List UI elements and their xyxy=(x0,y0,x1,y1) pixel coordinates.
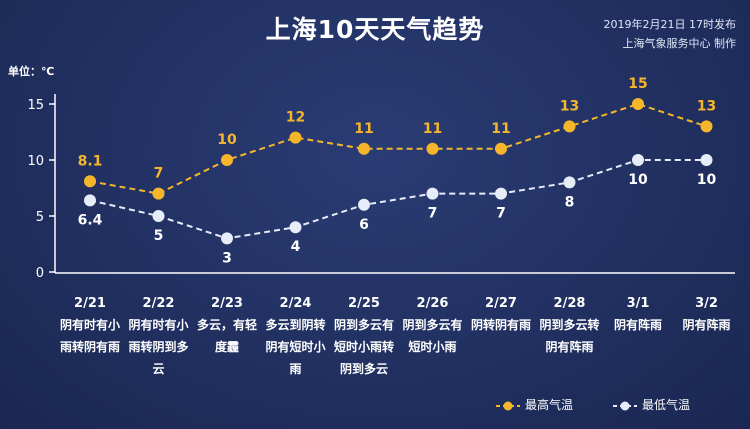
low-temperature-line xyxy=(89,159,707,240)
low-value-label: 3 xyxy=(222,250,232,266)
day-column: 3/2 阴有阵雨 xyxy=(674,296,740,336)
x-tick-label: 2/28 xyxy=(553,296,586,311)
high-point xyxy=(632,98,644,110)
low-point xyxy=(563,176,576,189)
x-tick-label: 3/2 xyxy=(695,296,718,311)
low-value-label: 5 xyxy=(154,228,164,244)
legend-low: 最低气温 xyxy=(612,396,690,413)
day-column: 2/26 阴到多云有短时小雨 xyxy=(400,296,466,358)
weather-description: 阴有阵雨 xyxy=(682,318,731,332)
legend-low-marker xyxy=(613,401,637,410)
high-point xyxy=(358,142,370,155)
legend-low-label: 最低气温 xyxy=(642,398,691,412)
weather-description: 阴有时有小雨转阴有雨 xyxy=(59,318,120,354)
unit-label: 单位：℃ xyxy=(8,65,55,78)
high-point xyxy=(426,142,439,155)
legend-high: 最高气温 xyxy=(495,396,573,413)
weather-description: 阴有时有小雨转阴到多云 xyxy=(128,318,189,376)
high-value-label: 7 xyxy=(154,166,164,182)
high-value-label: 11 xyxy=(354,121,373,137)
high-point xyxy=(495,142,507,155)
publish-time: 2019年2月21日 17时发布 xyxy=(603,18,736,31)
weather-description: 阴到多云有短时小雨 xyxy=(402,318,463,354)
day-column: 2/23 多云，有轻度霾 xyxy=(194,296,260,358)
high-value-label: 12 xyxy=(286,110,305,126)
low-value-label: 6 xyxy=(359,217,369,233)
legend-high-label: 最高气温 xyxy=(525,398,574,412)
day-column: 2/28 阴到多云转阴有阵雨 xyxy=(537,296,603,358)
weather-description: 多云到阴转阴有短时小雨 xyxy=(265,318,326,376)
x-tick-label: 2/26 xyxy=(416,296,449,311)
legend-high-marker xyxy=(496,401,520,410)
low-value-label: 10 xyxy=(697,172,717,188)
weather-description: 阴转阴有雨 xyxy=(470,318,531,332)
x-tick-label: 2/22 xyxy=(142,296,175,311)
high-value-label: 8.1 xyxy=(78,153,103,169)
day-column: 2/22 阴有时有小雨转阴到多云 xyxy=(126,296,192,380)
low-point xyxy=(221,232,233,245)
day-column: 2/24 多云到阴转阴有短时小雨 xyxy=(263,296,329,380)
high-value-label: 13 xyxy=(697,98,716,114)
low-value-label: 10 xyxy=(628,172,648,188)
high-point xyxy=(700,120,713,133)
x-tick-label: 2/24 xyxy=(279,296,312,311)
low-value-label: 7 xyxy=(496,206,506,222)
y-tick-label: 10 xyxy=(27,154,44,169)
weather-description: 阴到多云有短时小雨转阴到多云 xyxy=(333,318,394,376)
high-point xyxy=(289,131,302,144)
day-column: 2/25 阴到多云有短时小雨转阴到多云 xyxy=(331,296,397,380)
weather-description: 阴有阵雨 xyxy=(613,318,662,332)
high-value-label: 11 xyxy=(491,121,510,137)
day-column: 2/27 阴转阴有雨 xyxy=(468,296,534,336)
low-value-label: 8 xyxy=(565,194,575,210)
low-point xyxy=(289,221,302,234)
low-point xyxy=(632,154,644,166)
high-value-label: 15 xyxy=(628,76,647,92)
high-point xyxy=(221,154,233,166)
producer-credit: 上海气象服务中心 制作 xyxy=(622,37,737,50)
low-point xyxy=(426,187,439,200)
day-column: 2/21 阴有时有小雨转阴有雨 xyxy=(57,296,123,358)
x-tick-label: 2/27 xyxy=(485,296,517,311)
high-value-label: 13 xyxy=(560,98,579,114)
high-point xyxy=(563,120,576,133)
y-tick-label: 5 xyxy=(36,210,44,225)
high-value-label: 10 xyxy=(217,132,237,148)
low-value-label: 7 xyxy=(428,206,438,222)
day-column: 3/1 阴有阵雨 xyxy=(605,296,671,336)
low-point xyxy=(358,198,370,211)
high-point xyxy=(152,187,165,200)
chart-title: 上海10天天气趋势 xyxy=(265,15,485,44)
weather-description: 多云，有轻度霾 xyxy=(196,318,257,354)
y-tick-label: 0 xyxy=(36,266,44,281)
high-point xyxy=(84,175,96,188)
y-tick-label: 15 xyxy=(27,98,44,113)
x-tick-label: 2/21 xyxy=(74,296,106,311)
x-tick-label: 2/25 xyxy=(348,296,380,311)
low-point xyxy=(152,210,165,222)
low-point xyxy=(700,154,713,166)
high-temperature-line xyxy=(89,102,707,195)
x-tick-label: 2/23 xyxy=(211,296,243,311)
low-point xyxy=(84,194,96,207)
x-tick-label: 3/1 xyxy=(626,296,650,311)
low-value-label: 6.4 xyxy=(78,212,103,228)
low-value-label: 4 xyxy=(291,239,301,255)
weather-description: 阴到多云转阴有阵雨 xyxy=(539,318,600,354)
low-point xyxy=(495,187,507,200)
high-value-label: 11 xyxy=(423,121,442,137)
